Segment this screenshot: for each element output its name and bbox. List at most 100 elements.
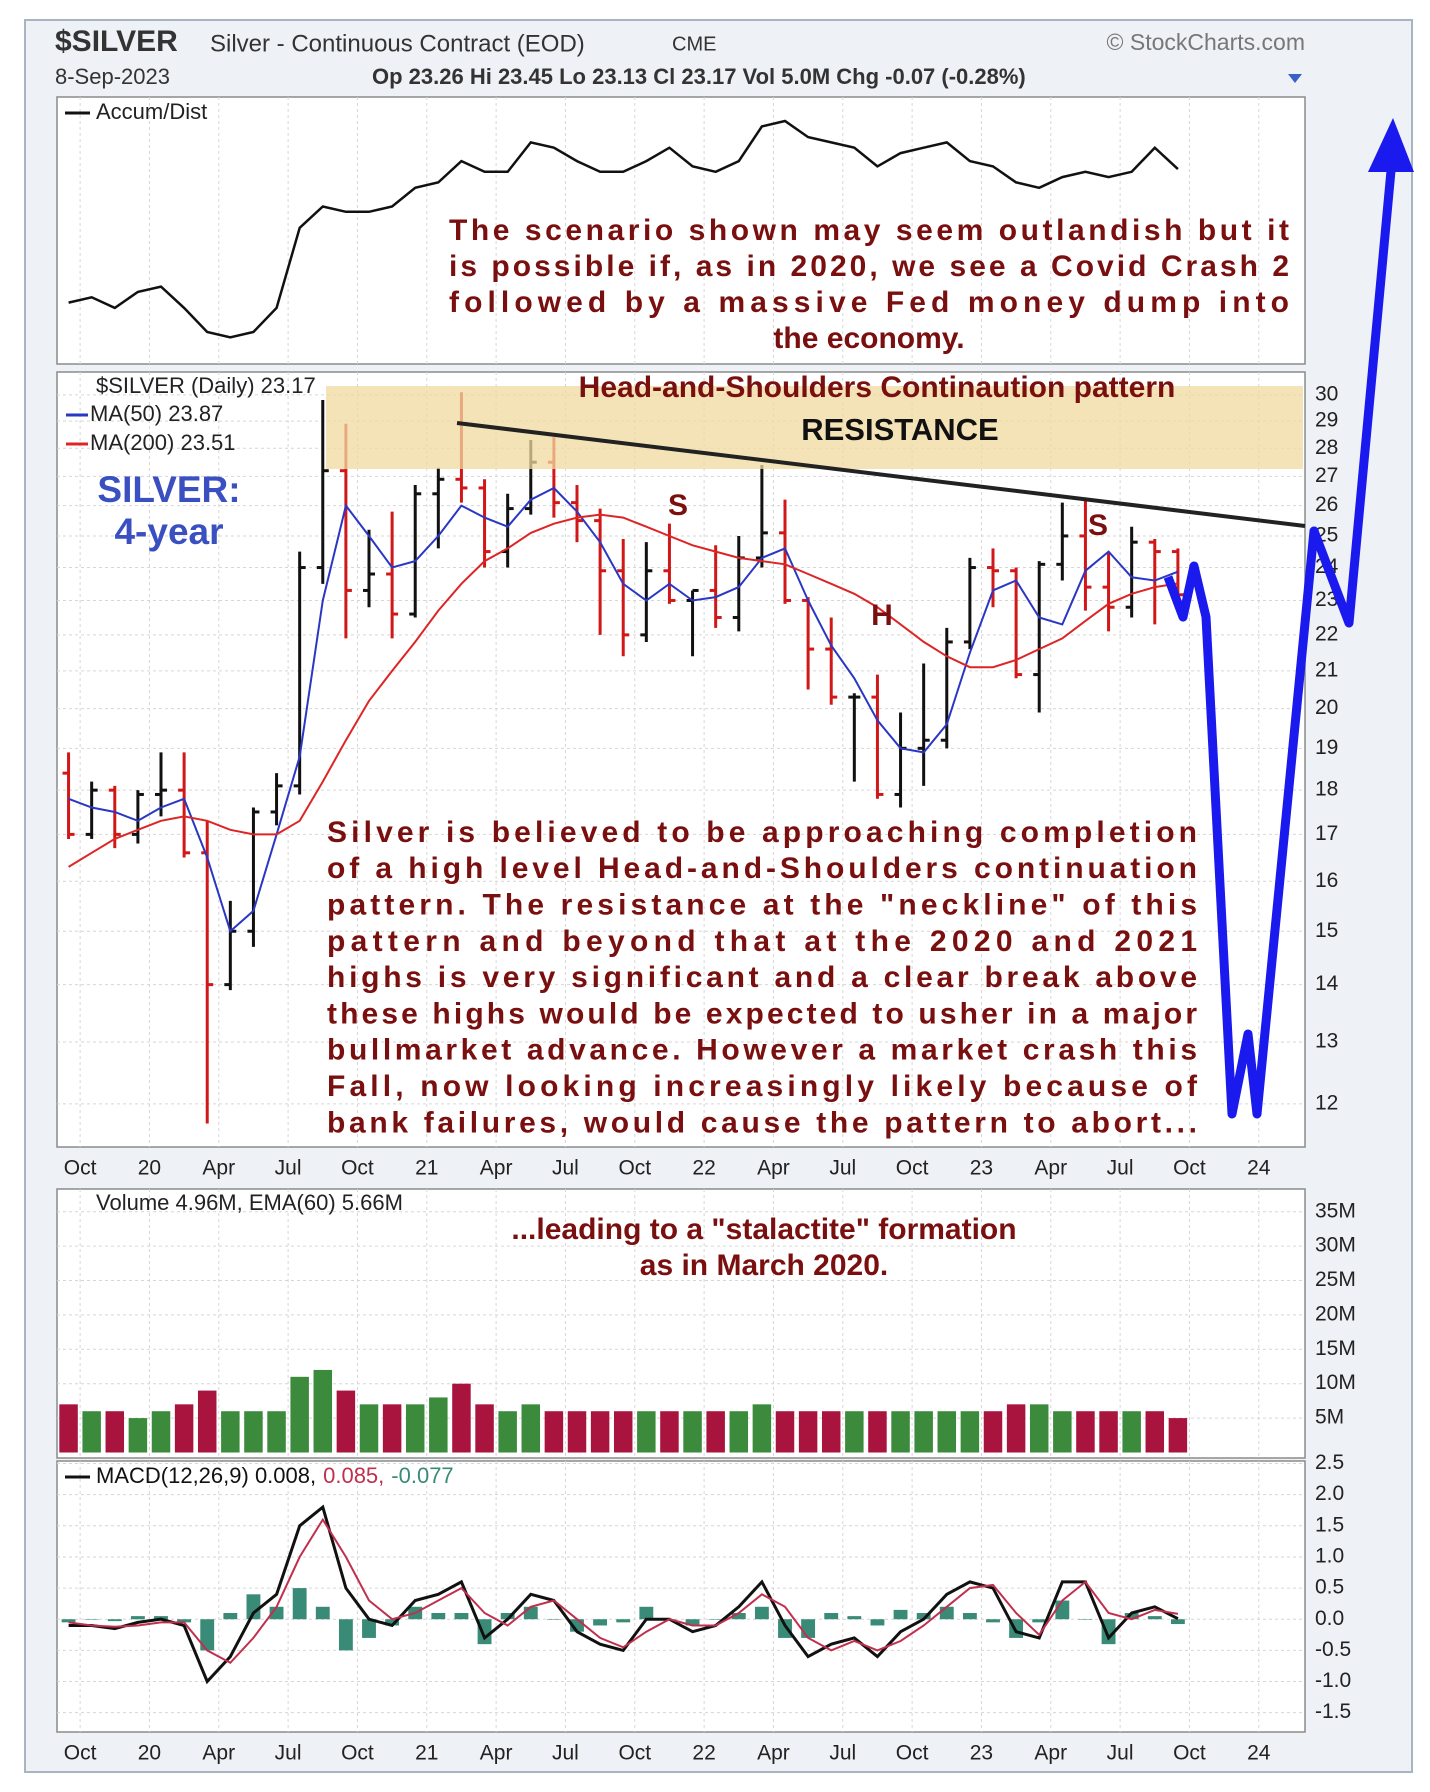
volume-bar xyxy=(267,1411,286,1453)
stalactite-text: as in March 2020. xyxy=(640,1249,888,1282)
macd-histogram xyxy=(893,1609,908,1620)
legend-label: $SILVER (Daily) 23.17 xyxy=(96,373,316,398)
y-tick-label: 12 xyxy=(1315,1091,1338,1114)
volume-bar xyxy=(174,1404,194,1453)
x-tick-label: Apr xyxy=(480,1742,513,1765)
x-tick-label: 23 xyxy=(970,1742,993,1765)
legend-label: MACD(12,26,9) 0.008, 0.085, -0.077 xyxy=(96,1463,454,1488)
macd-histogram xyxy=(107,1619,122,1622)
volume-bar xyxy=(1006,1404,1026,1453)
x-tick-label: 23 xyxy=(970,1157,993,1180)
x-tick-label: Jul xyxy=(1107,1157,1134,1180)
macd-histogram xyxy=(246,1594,261,1620)
macd-histogram xyxy=(454,1613,469,1620)
x-tick-label: 21 xyxy=(415,1157,438,1180)
macd-histogram xyxy=(778,1619,792,1638)
legend-label: Volume 4.96M, EMA(60) 5.66M xyxy=(96,1190,403,1215)
macd-histogram xyxy=(962,1613,977,1620)
volume-bar xyxy=(637,1411,656,1453)
y-tick-label: 20 xyxy=(1315,696,1338,719)
macd-histogram xyxy=(870,1619,885,1626)
y-tick-label: -1.0 xyxy=(1315,1669,1351,1692)
macd-histogram xyxy=(731,1613,746,1620)
volume-bar xyxy=(937,1411,957,1453)
resistance-label: RESISTANCE xyxy=(801,412,999,447)
macd-histogram xyxy=(685,1619,700,1626)
volume-bar xyxy=(498,1411,517,1453)
volume-bar xyxy=(475,1404,494,1453)
date: 8-Sep-2023 xyxy=(55,64,170,89)
commentary-text: pattern. The resistance at the "neckline… xyxy=(327,889,1197,922)
macd-histogram xyxy=(154,1616,168,1620)
macd-histogram xyxy=(1055,1600,1070,1620)
macd-histogram xyxy=(223,1613,238,1620)
macd-histogram xyxy=(292,1588,307,1620)
volume-bar xyxy=(197,1390,217,1453)
x-tick-label: Oct xyxy=(341,1157,374,1180)
volume-bar xyxy=(821,1411,841,1453)
macd-histogram xyxy=(315,1606,330,1620)
x-tick-label: Oct xyxy=(896,1157,929,1180)
x-tick-label: Jul xyxy=(552,1742,579,1765)
macd-histogram xyxy=(500,1613,515,1620)
macd-histogram xyxy=(639,1606,654,1620)
macd-histogram xyxy=(916,1613,931,1620)
volume-bar xyxy=(868,1411,887,1453)
plot-area xyxy=(68,119,1179,339)
x-tick-label: Oct xyxy=(896,1742,929,1765)
y-tick-label: 30M xyxy=(1315,1234,1356,1257)
x-tick-label: 20 xyxy=(138,1742,161,1765)
y-tick-label: 0.0 xyxy=(1315,1607,1344,1630)
macd-histogram xyxy=(1124,1613,1139,1620)
x-tick-label: Jul xyxy=(275,1157,302,1180)
volume-bar xyxy=(567,1411,587,1453)
macd-histogram xyxy=(1032,1619,1047,1623)
volume-bar xyxy=(521,1404,541,1453)
volume-bar xyxy=(660,1411,679,1453)
macd-line xyxy=(68,1504,1179,1685)
x-tick-label: Apr xyxy=(1034,1157,1067,1180)
macd-histogram xyxy=(754,1606,769,1620)
volume-bar xyxy=(429,1397,448,1453)
y-tick-label: 35M xyxy=(1315,1199,1356,1222)
x-tick-label: Oct xyxy=(1173,1742,1206,1765)
macd-histogram xyxy=(824,1613,839,1620)
stalactite-text: ...leading to a "stalactite" formation xyxy=(511,1213,1016,1246)
volume-bar xyxy=(382,1404,402,1453)
y-tick-label: 19 xyxy=(1315,736,1338,759)
y-tick-label: 14 xyxy=(1315,972,1339,995)
panel xyxy=(56,1188,1306,1459)
volume-bar xyxy=(1122,1411,1141,1453)
y-tick-label: 22 xyxy=(1315,622,1338,645)
commentary-text: Silver is believed to be approaching com… xyxy=(327,816,1197,849)
x-tick-label: Jul xyxy=(829,1157,856,1180)
macd-histogram xyxy=(801,1619,816,1638)
y-tick-label: -0.5 xyxy=(1315,1638,1351,1661)
y-tick-label: 10M xyxy=(1315,1371,1356,1394)
volume-bar xyxy=(1099,1411,1118,1453)
volume-bar xyxy=(1053,1411,1072,1453)
neckline xyxy=(456,421,1306,528)
y-tick-label: 30 xyxy=(1315,382,1338,405)
legend-label: Accum/Dist xyxy=(96,99,207,124)
plot-area xyxy=(62,392,1184,1124)
volume-bar xyxy=(244,1411,263,1453)
y-tick-label: 15 xyxy=(1315,919,1338,942)
legend-label: MA(50) 23.87 xyxy=(90,401,223,426)
y-tick-label: 5M xyxy=(1315,1406,1344,1429)
legend-part: 0.085, xyxy=(323,1463,384,1488)
x-tick-label: Oct xyxy=(341,1742,374,1765)
volume-bar xyxy=(683,1411,702,1453)
panel xyxy=(56,1460,1306,1733)
exchange: CME xyxy=(672,33,716,55)
plot-area xyxy=(61,1504,1185,1685)
scenario-text: the economy. xyxy=(773,322,964,355)
y-tick-label: 15M xyxy=(1315,1337,1356,1360)
x-tick-label: Oct xyxy=(64,1742,97,1765)
accum-dist-line xyxy=(68,119,1179,339)
volume-bar xyxy=(544,1411,564,1453)
volume-bar xyxy=(752,1404,772,1453)
plot-area xyxy=(59,1369,1188,1453)
volume-bar xyxy=(613,1411,633,1453)
